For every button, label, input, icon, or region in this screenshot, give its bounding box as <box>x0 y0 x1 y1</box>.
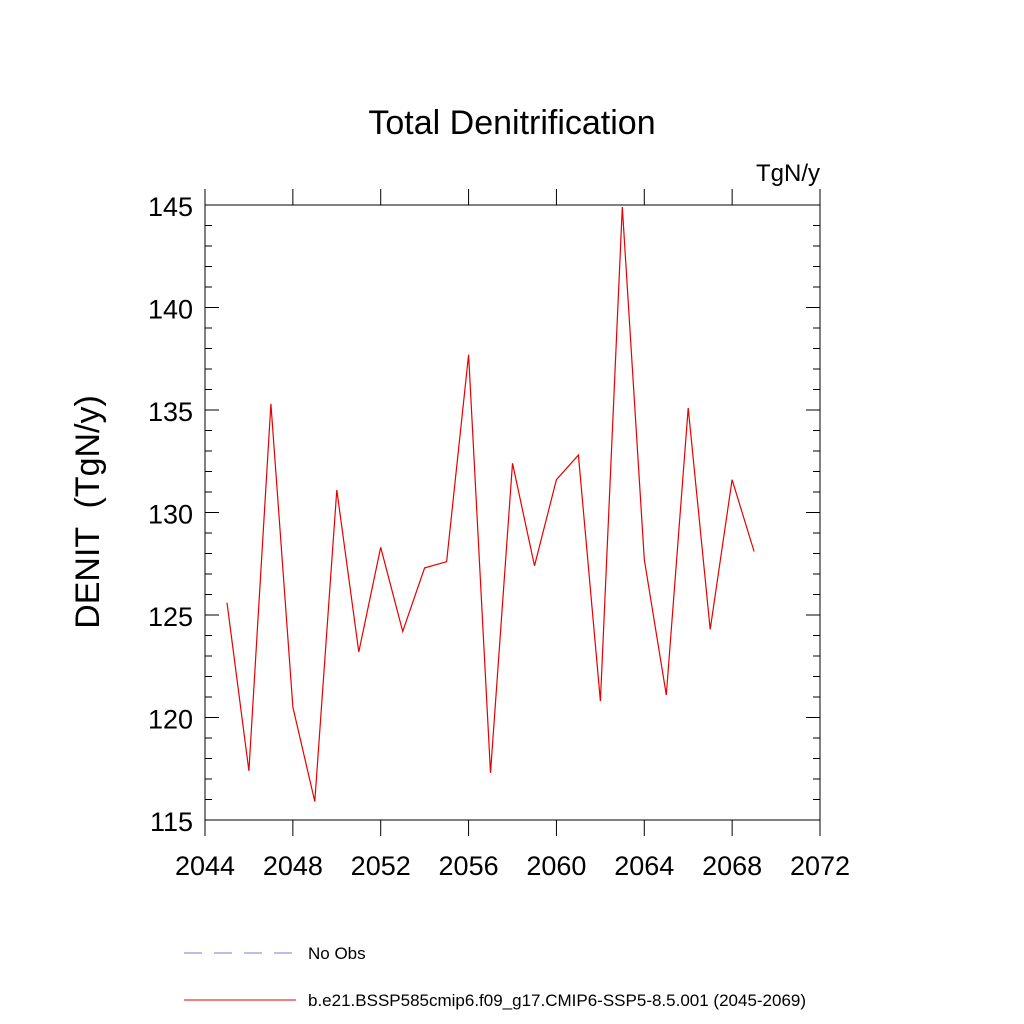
units-label: TgN/y <box>756 160 820 187</box>
y-tick-label: 140 <box>148 295 193 325</box>
y-tick-label: 135 <box>148 397 193 427</box>
x-tick-labels: 2044 2048 2052 2056 2060 2064 2068 2072 <box>175 851 850 881</box>
y-tick-label: 125 <box>148 602 193 632</box>
y-tick-label: 130 <box>148 500 193 530</box>
plot-frame <box>204 204 821 821</box>
x-tick-label: 2064 <box>614 851 674 881</box>
x-tick-label: 2068 <box>702 851 762 881</box>
x-tick-label: 2048 <box>263 851 323 881</box>
legend-label-no-obs: No Obs <box>308 944 366 963</box>
x-tick-label: 2052 <box>351 851 411 881</box>
y-tick-label: 115 <box>150 807 193 837</box>
x-tick-label: 2072 <box>790 851 850 881</box>
y-tick-label: 120 <box>148 705 193 735</box>
y-tick-label: 145 <box>148 192 193 222</box>
y-axis-label: DENIT (TgN/y) <box>69 395 107 629</box>
chart-title: Total Denitrification <box>368 104 655 142</box>
y-tick-labels: 115 120 125 130 135 140 145 <box>148 192 193 837</box>
x-tick-label: 2056 <box>439 851 499 881</box>
series-line <box>226 206 755 802</box>
legend: No Obs b.e21.BSSP585cmip6.f09_g17.CMIP6-… <box>184 944 806 1010</box>
x-tick-label: 2060 <box>526 851 586 881</box>
series-layer <box>226 206 755 802</box>
x-tick-label: 2044 <box>175 851 235 881</box>
legend-label-model-run: b.e21.BSSP585cmip6.f09_g17.CMIP6-SSP5-8.… <box>308 991 806 1010</box>
